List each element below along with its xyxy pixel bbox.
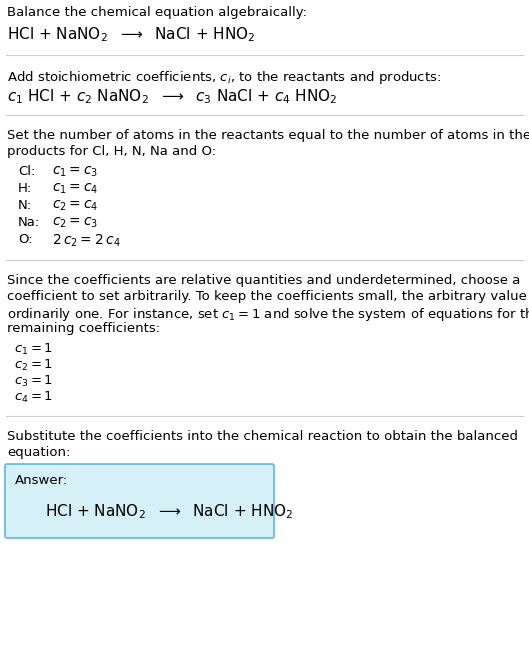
Text: coefficient to set arbitrarily. To keep the coefficients small, the arbitrary va: coefficient to set arbitrarily. To keep … (7, 290, 529, 303)
FancyBboxPatch shape (5, 464, 274, 538)
Text: $c_4 = 1$: $c_4 = 1$ (14, 390, 53, 405)
Text: Answer:: Answer: (15, 474, 68, 487)
Text: Cl:: Cl: (18, 165, 35, 178)
Text: equation:: equation: (7, 446, 70, 459)
Text: $2\,c_2 = 2\,c_4$: $2\,c_2 = 2\,c_4$ (52, 233, 121, 249)
Text: ordinarily one. For instance, set $c_1 = 1$ and solve the system of equations fo: ordinarily one. For instance, set $c_1 =… (7, 306, 529, 323)
Text: Set the number of atoms in the reactants equal to the number of atoms in the: Set the number of atoms in the reactants… (7, 129, 529, 142)
Text: Add stoichiometric coefficients, $c_i$, to the reactants and products:: Add stoichiometric coefficients, $c_i$, … (7, 69, 441, 86)
Text: H:: H: (18, 182, 32, 195)
Text: $c_1 = c_3$: $c_1 = c_3$ (52, 165, 98, 179)
Text: $c_1 = 1$: $c_1 = 1$ (14, 342, 53, 357)
Text: products for Cl, H, N, Na and O:: products for Cl, H, N, Na and O: (7, 145, 216, 158)
Text: Substitute the coefficients into the chemical reaction to obtain the balanced: Substitute the coefficients into the che… (7, 430, 518, 443)
Text: $c_3 = 1$: $c_3 = 1$ (14, 374, 53, 389)
Text: Balance the chemical equation algebraically:: Balance the chemical equation algebraica… (7, 6, 307, 19)
Text: $c_1$ HCl + $c_2$ NaNO$_2$  $\longrightarrow$  $c_3$ NaCl + $c_4$ HNO$_2$: $c_1$ HCl + $c_2$ NaNO$_2$ $\longrightar… (7, 87, 338, 105)
Text: remaining coefficients:: remaining coefficients: (7, 322, 160, 335)
Text: Na:: Na: (18, 216, 40, 229)
Text: $c_2 = 1$: $c_2 = 1$ (14, 358, 53, 373)
Text: Since the coefficients are relative quantities and underdetermined, choose a: Since the coefficients are relative quan… (7, 274, 521, 287)
Text: HCl + NaNO$_2$  $\longrightarrow$  NaCl + HNO$_2$: HCl + NaNO$_2$ $\longrightarrow$ NaCl + … (7, 25, 256, 44)
Text: O:: O: (18, 233, 33, 246)
Text: HCl + NaNO$_2$  $\longrightarrow$  NaCl + HNO$_2$: HCl + NaNO$_2$ $\longrightarrow$ NaCl + … (45, 502, 294, 521)
Text: $c_1 = c_4$: $c_1 = c_4$ (52, 182, 98, 197)
Text: $c_2 = c_4$: $c_2 = c_4$ (52, 199, 98, 214)
Text: N:: N: (18, 199, 32, 212)
Text: $c_2 = c_3$: $c_2 = c_3$ (52, 216, 98, 230)
